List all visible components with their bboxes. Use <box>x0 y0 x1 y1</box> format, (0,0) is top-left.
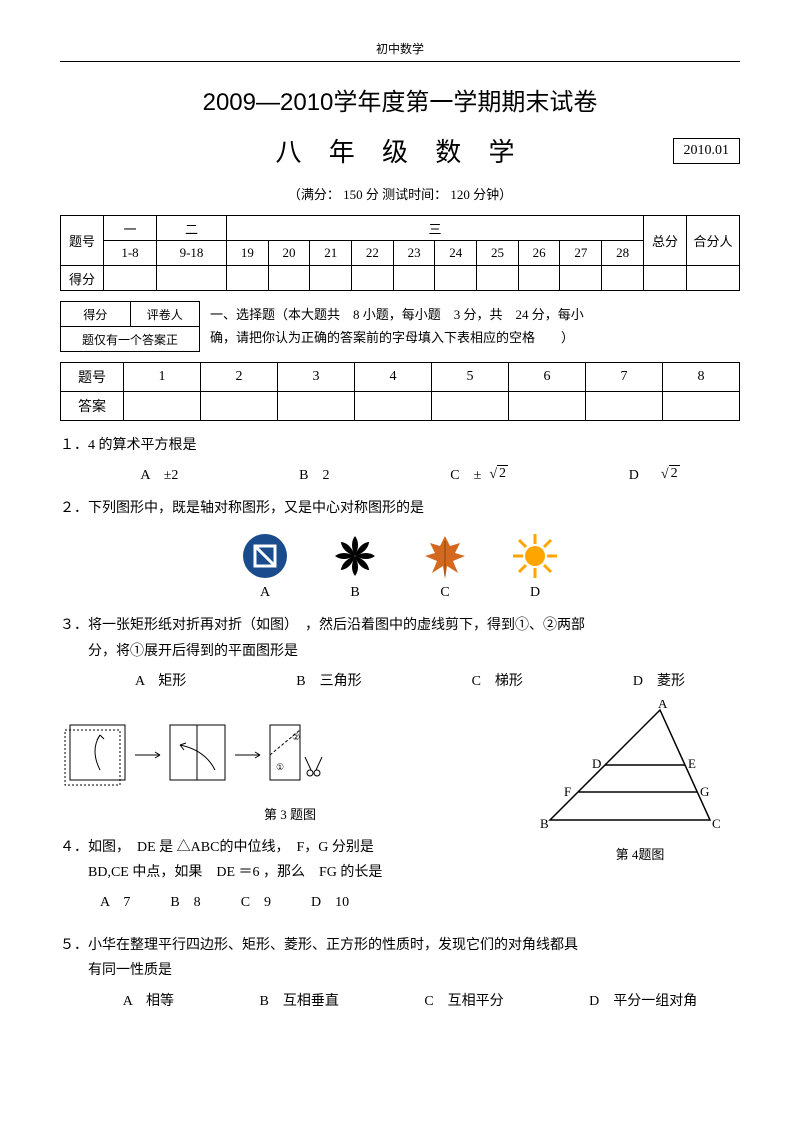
grader-box: 得分 评卷人 题仅有一个答案正 <box>60 301 200 352</box>
q2-images: A B C <box>60 531 740 601</box>
page-header: 初中数学 <box>60 40 740 62</box>
question-2: ２．下列图形中，既是轴对称图形，又是中心对称图形的是 <box>60 496 740 521</box>
section-header-row: 得分 评卷人 题仅有一个答案正 一、选择题（本大题共 8 小题，每小题 3 分，… <box>60 301 740 352</box>
q3-options: A 矩形 B 三角形 C 梯形 D 菱形 <box>80 670 740 690</box>
exam-info: （满分： 150 分 测试时间： 120 分钟） <box>60 184 740 203</box>
question-4: ４．如图， DE 是 △ABC的中位线， F，G 分别是 BD,CE 中点，如果… <box>60 835 520 885</box>
svg-text:A: A <box>658 700 668 711</box>
q1-opt-a: A ±2 <box>140 464 178 484</box>
svg-text:G: G <box>700 784 709 799</box>
q4-options: A 7 B 8 C 9 D 10 <box>100 891 520 911</box>
leaf-icon <box>420 531 470 581</box>
date-box: 2010.01 <box>673 138 741 164</box>
flower-icon <box>330 531 380 581</box>
q1-options: A ±2 B 2 C ±2 D 2 <box>80 464 740 484</box>
q3-q4-figures: ② ① 第 3 题图 ４．如图， DE 是 △ABC的中位线， F，G 分别是 … <box>60 700 740 921</box>
q5-options: A 相等 B 互相垂直 C 互相平分 D 平分一组对角 <box>80 990 740 1010</box>
q1-opt-c: C ±2 <box>450 464 508 484</box>
svg-text:B: B <box>540 816 549 831</box>
svg-text:C: C <box>712 816 720 831</box>
svg-text:①: ① <box>276 762 284 772</box>
question-3: ３．将一张矩形纸对折再对折（如图） ，然后沿着图中的虚线剪下，得到①、②两部 分… <box>60 613 740 663</box>
fold-diagram: ② ① <box>60 700 340 800</box>
q1-opt-d: D 2 <box>629 464 680 484</box>
answer-table: 题号 1 2 3 4 5 6 7 8 答案 <box>60 362 740 421</box>
logo-icon <box>240 531 290 581</box>
svg-text:E: E <box>688 756 696 771</box>
subtitle: 八 年 级 数 学 <box>276 132 525 169</box>
svg-text:D: D <box>592 756 601 771</box>
svg-text:F: F <box>564 784 571 799</box>
sun-icon <box>510 531 560 581</box>
subtitle-row: 八 年 级 数 学 2010.01 <box>60 132 740 169</box>
main-title: 2009—2010学年度第一学期期末试卷 <box>60 82 740 117</box>
question-1: １．4 的算术平方根是 <box>60 433 740 458</box>
section-instructions: 一、选择题（本大题共 8 小题，每小题 3 分，共 24 分，每小 确，请把你认… <box>210 301 740 350</box>
question-5: ５．小华在整理平行四边形、矩形、菱形、正方形的性质时，发现它们的对角线都具 有同… <box>60 933 740 983</box>
triangle-diagram: A B C D E F G <box>540 700 720 840</box>
svg-text:②: ② <box>292 732 300 742</box>
q1-opt-b: B 2 <box>299 464 329 484</box>
score-table: 题号 一 二 三 总分 合分人 1-8 9-18 19 20 21 22 23 … <box>60 215 740 291</box>
